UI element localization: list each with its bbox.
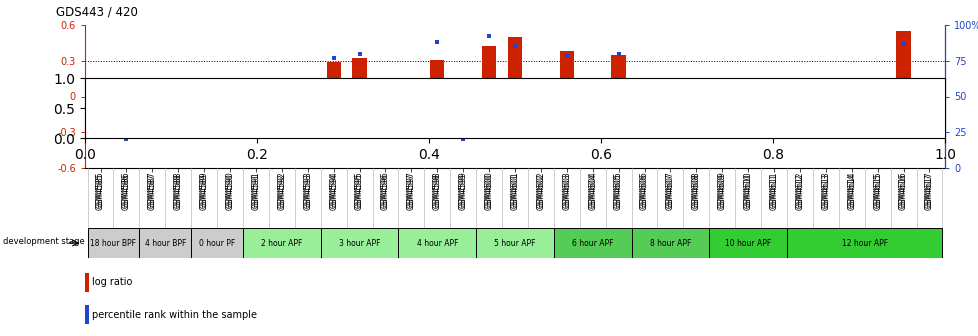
Text: GSM4591: GSM4591 [251, 171, 260, 208]
Bar [559, 51, 573, 96]
Bar [171, 96, 185, 106]
Text: GDS443 / 420: GDS443 / 420 [56, 5, 137, 18]
Text: GSM4586: GSM4586 [122, 171, 131, 208]
Bar [714, 96, 729, 113]
Bar [87, 228, 139, 258]
Text: 4 hour BPF: 4 hour BPF [145, 239, 186, 248]
Text: GSM4585: GSM4585 [96, 171, 105, 208]
Bar [508, 37, 521, 96]
Bar [844, 96, 858, 124]
Text: GSM4603: GSM4603 [561, 171, 571, 208]
Bar [191, 228, 243, 258]
Bar [740, 96, 754, 119]
Text: GSM4596: GSM4596 [380, 171, 389, 208]
Text: GSM4606: GSM4606 [640, 171, 648, 208]
Bar [585, 82, 600, 96]
Bar [475, 228, 554, 258]
Text: 2 hour APF: 2 hour APF [261, 239, 302, 248]
Bar [321, 228, 398, 258]
Bar [792, 96, 806, 120]
Bar [766, 96, 780, 99]
Text: GSM4598: GSM4598 [432, 171, 441, 208]
Text: log ratio: log ratio [92, 277, 132, 287]
Bar [456, 96, 469, 137]
Text: 10 hour APF: 10 hour APF [725, 239, 771, 248]
Bar [689, 96, 703, 113]
Bar [119, 96, 133, 118]
Text: 5 hour APF: 5 hour APF [494, 239, 535, 248]
Text: GSM4616: GSM4616 [898, 171, 908, 208]
Text: percentile rank within the sample: percentile rank within the sample [92, 309, 256, 320]
Bar [429, 59, 444, 96]
Text: GSM4615: GSM4615 [872, 171, 881, 208]
Bar [85, 273, 89, 292]
Bar [243, 228, 321, 258]
Bar [327, 62, 340, 96]
Text: GSM4604: GSM4604 [588, 171, 597, 208]
Text: development stage: development stage [3, 237, 84, 246]
Bar [145, 96, 159, 138]
Bar [708, 228, 786, 258]
Text: GSM4612: GSM4612 [795, 171, 804, 208]
Text: GSM4610: GSM4610 [743, 171, 752, 208]
Text: GSM4601: GSM4601 [510, 171, 519, 208]
Bar [818, 96, 832, 101]
Bar [139, 228, 191, 258]
Text: GSM4595: GSM4595 [355, 171, 364, 208]
Text: 4 hour APF: 4 hour APF [416, 239, 458, 248]
Text: GSM4594: GSM4594 [329, 171, 337, 208]
Bar [896, 31, 910, 96]
Text: GSM4607: GSM4607 [665, 171, 674, 208]
Text: 8 hour APF: 8 hour APF [649, 239, 690, 248]
Text: 12 hour APF: 12 hour APF [841, 239, 887, 248]
Text: GSM4588: GSM4588 [173, 171, 183, 208]
Text: 18 hour BPF: 18 hour BPF [90, 239, 136, 248]
Text: GSM4609: GSM4609 [717, 171, 726, 208]
Bar [786, 228, 942, 258]
Text: GSM4611: GSM4611 [769, 171, 778, 208]
Bar [197, 87, 211, 96]
Text: GSM4597: GSM4597 [407, 171, 416, 208]
Text: GSM4593: GSM4593 [303, 171, 312, 208]
Text: GSM4592: GSM4592 [277, 171, 287, 208]
Bar [533, 96, 548, 112]
Bar [611, 55, 625, 96]
Text: GSM4614: GSM4614 [846, 171, 856, 208]
Text: 3 hour APF: 3 hour APF [338, 239, 379, 248]
Bar [554, 228, 631, 258]
Text: GSM4599: GSM4599 [459, 171, 467, 208]
Text: GSM4602: GSM4602 [536, 171, 545, 208]
Bar [398, 228, 475, 258]
Bar [869, 96, 884, 124]
Text: GSM4590: GSM4590 [225, 171, 235, 208]
Text: GSM4589: GSM4589 [200, 171, 208, 208]
Text: GSM4613: GSM4613 [821, 171, 829, 208]
Bar [85, 305, 89, 324]
Bar [631, 228, 708, 258]
Text: GSM4587: GSM4587 [148, 171, 156, 208]
Text: GSM4605: GSM4605 [613, 171, 622, 208]
Bar [481, 46, 496, 96]
Text: GSM4617: GSM4617 [924, 171, 933, 208]
Text: GSM4600: GSM4600 [484, 171, 493, 208]
Text: 0 hour PF: 0 hour PF [199, 239, 235, 248]
Text: GSM4608: GSM4608 [691, 171, 700, 208]
Bar [352, 58, 367, 96]
Text: 6 hour APF: 6 hour APF [571, 239, 613, 248]
